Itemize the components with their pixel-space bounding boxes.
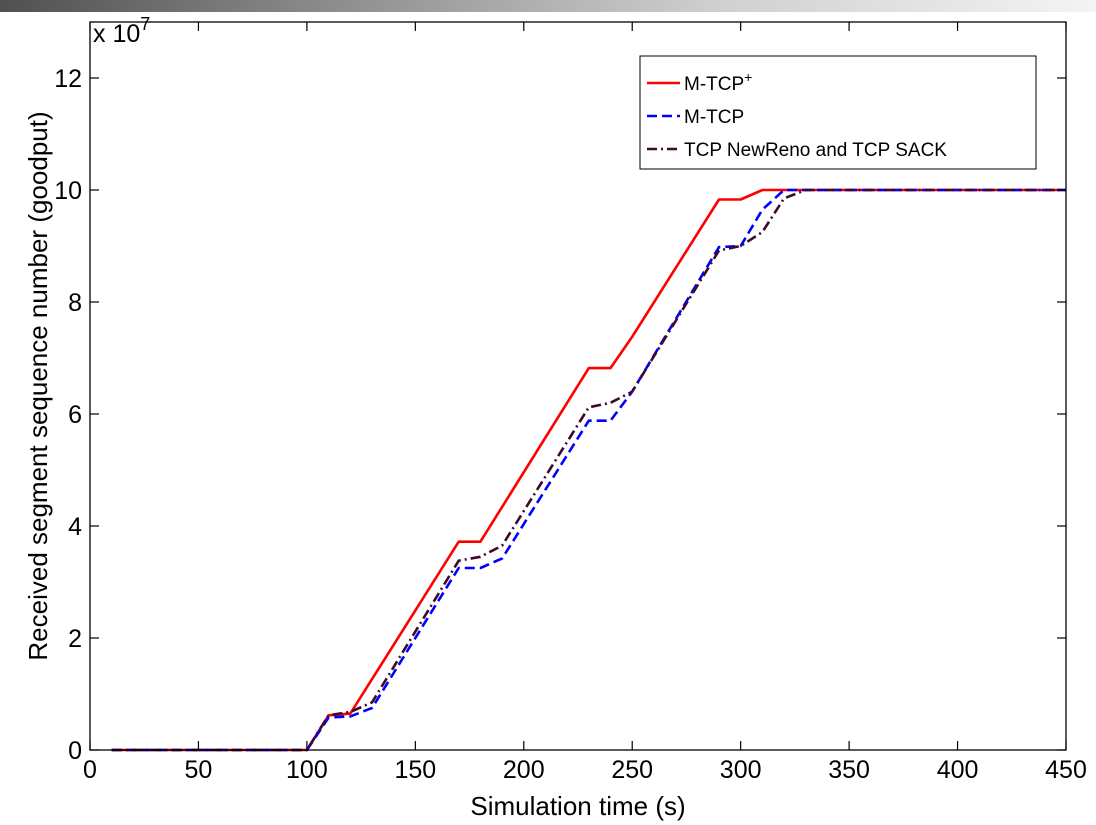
plot-frame	[89, 21, 1067, 751]
legend-label-1: M-TCP+	[684, 69, 752, 95]
y-tick-label: 0	[68, 737, 82, 765]
series-line-3	[111, 188, 1066, 752]
series-line-1	[111, 188, 1066, 752]
x-tick-label: 250	[611, 756, 653, 784]
x-tick-label: 200	[503, 756, 545, 784]
y-tick-label: 10	[54, 177, 82, 205]
x-tick-label: 50	[185, 756, 213, 784]
y-tick-label: 8	[68, 289, 82, 317]
legend-items: M-TCP+ M-TCP TCP NewReno and TCP SACK	[647, 69, 947, 161]
series-line-2	[111, 188, 1066, 752]
x-tick-labels: 0 50 100 150 200 250 300 350 400 450	[83, 756, 1087, 784]
x-tick-label: 450	[1045, 756, 1087, 784]
y-axis-multiplier: x 107	[93, 14, 150, 48]
legend-label-2: M-TCP	[684, 107, 744, 128]
y-multiplier-exponent: 7	[140, 14, 150, 34]
series-layer	[111, 188, 1066, 752]
x-tick-label: 150	[394, 756, 436, 784]
x-tick-label: 100	[286, 756, 328, 784]
y-tick-label: 2	[68, 625, 82, 653]
legend-label-3: TCP NewReno and TCP SACK	[684, 140, 947, 161]
y-tick-label: 4	[68, 513, 82, 541]
legend-box	[639, 55, 1037, 170]
x-tick-label: 0	[83, 756, 97, 784]
x-axis-title: Simulation time (s)	[470, 791, 685, 821]
y-tick-label: 12	[54, 65, 82, 93]
y-axis-title: Received segment sequence number (goodpu…	[23, 111, 53, 660]
ticks-layer	[89, 22, 1067, 751]
x-tick-label: 300	[720, 756, 762, 784]
top-decoration-bar	[0, 0, 1096, 12]
x-tick-label: 350	[828, 756, 870, 784]
x-tick-label: 400	[937, 756, 979, 784]
legend: M-TCP+ M-TCP TCP NewReno and TCP SACK	[639, 55, 1037, 170]
y-tick-label: 6	[68, 401, 82, 429]
y-multiplier-base: x 10	[93, 20, 140, 48]
y-tick-labels: 0 2 4 6 8 10 12	[54, 65, 82, 765]
